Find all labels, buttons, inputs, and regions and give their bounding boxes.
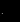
Bar: [12, 5, 14, 6]
Text: PLANE
126: PLANE 126: [14, 0, 20, 22]
Text: SPOT
SIZE
122: SPOT SIZE 122: [0, 0, 20, 22]
Text: MAGNETIC
FOCUSING
LENS
(OPTIONAL)
142: MAGNETIC FOCUSING LENS (OPTIONAL) 142: [0, 0, 20, 22]
Text: MAGNETIC
FOCUSING
LENS
114: MAGNETIC FOCUSING LENS 114: [0, 0, 20, 22]
Text: TARGET
124: TARGET 124: [0, 0, 20, 22]
Text: VACUUM-
GENERATING
MECHANISM
(OPTIONAL)
134: VACUUM- GENERATING MECHANISM (OPTIONAL) …: [0, 0, 20, 22]
Bar: [5, 9, 6, 10]
Text: FIG. 1: FIG. 1: [0, 0, 20, 22]
Bar: [13, 5, 15, 6]
Bar: [6, 12, 8, 13]
Text: ELECTRON
EMITTER
110: ELECTRON EMITTER 110: [0, 0, 20, 22]
Text: POWER-SUPPLY
CIRCUIT
136: POWER-SUPPLY CIRCUIT 136: [0, 0, 20, 22]
Bar: [0, 6, 4, 10]
Text: X-RAYS
128: X-RAYS 128: [12, 0, 20, 22]
Text: BEAM OF
ELECTRONS
112-1: BEAM OF ELECTRONS 112-1: [0, 0, 20, 22]
Text: TUBE
130: TUBE 130: [0, 0, 20, 22]
Bar: [1, 6, 4, 10]
Text: SURFACE
132: SURFACE 132: [0, 0, 20, 22]
Bar: [6, 9, 8, 10]
Bar: [5, 11, 6, 12]
Bar: [6, 5, 8, 6]
Text: MAGNETIC
FIELD
118: MAGNETIC FIELD 118: [0, 0, 20, 22]
Text: X-RAY
SOURCE
100: X-RAY SOURCE 100: [0, 0, 20, 22]
Text: POSITION
116: POSITION 116: [0, 0, 20, 22]
Bar: [16, 8, 19, 12]
Text: ELECTRO-STATIC
LENS
(OPTIONAL)
140: ELECTRO-STATIC LENS (OPTIONAL) 140: [0, 0, 20, 22]
Bar: [5, 13, 9, 18]
Text: BEAM OF
ELECTRONS
112-2: BEAM OF ELECTRONS 112-2: [0, 0, 20, 22]
Bar: [4, 3, 16, 19]
Bar: [12, 12, 14, 13]
Text: ANTI-ARCING
MATERIAL
138: ANTI-ARCING MATERIAL 138: [0, 0, 20, 22]
Bar: [12, 9, 14, 10]
